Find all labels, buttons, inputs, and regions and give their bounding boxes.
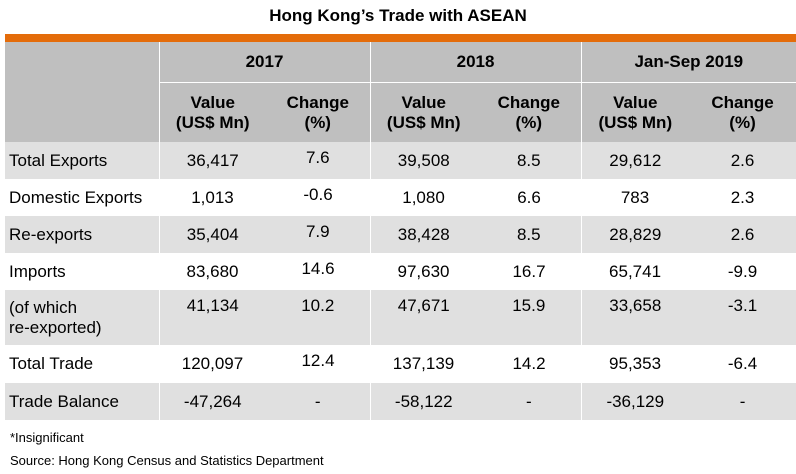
change-cell: 14.6 [301,259,335,278]
row-label: (of which re-exported) [5,290,159,345]
change-cell: - [689,383,796,420]
change-cell: - [266,383,371,420]
value-cell: -58,122 [369,383,478,420]
change-cell: 15.9 [477,290,582,345]
value-cell: 783 [620,187,650,207]
table-row: (of which re-exported) 41,134 10.2 47,671… [5,290,796,345]
change-cell: 7.6 [266,142,371,179]
table-row: Total Exports 36,417 7.6 39,508 8.5 29,6… [5,142,796,179]
corner-cell-lower [5,83,159,143]
value-cell: 1,080 [402,187,445,207]
change-cell: 10.2 [266,290,371,345]
table-row: Domestic Exports 1,013 -0.6 1,080 6.6 78… [5,179,796,216]
change-cell: -9.9 [727,261,758,281]
change-cell: -6.4 [727,354,758,373]
value-cell: 137,139 [392,354,455,373]
change-cell: 8.5 [477,142,582,179]
source-note: Source: Hong Kong Census and Statistics … [10,453,324,468]
value-cell: 28,829 [580,216,690,253]
value-header: Value (US$ Mn) [369,82,478,142]
table-title: Hong Kong’s Trade with ASEAN [269,6,527,25]
row-label: Total Exports [5,142,159,179]
change-header: Change (%) [266,82,371,142]
change-cell: 7.9 [266,216,371,253]
change-cell: 14.2 [512,354,546,373]
change-cell: - [477,383,582,420]
period-header-2017: 2017 [158,42,371,83]
change-cell: 12.4 [301,351,335,370]
value-cell: 35,404 [158,216,266,253]
row-label: Trade Balance [5,383,159,420]
value-cell: 120,097 [181,354,244,373]
trade-table: 2017 2018 Jan-Sep 2019 Value (US$ Mn) Cha… [5,42,796,420]
change-cell: -0.6 [303,185,333,204]
row-label: Imports [9,261,66,281]
period-header-2018: 2018 [369,42,582,83]
table-row: Trade Balance -47,264 - -58,122 - -36,12… [5,383,796,420]
value-cell: -36,129 [580,383,690,420]
value-cell: 38,428 [369,216,478,253]
value-cell: 97,630 [397,261,450,281]
change-header: Change (%) [477,82,582,142]
value-cell: 33,658 [580,290,690,345]
footnote: *Insignificant [10,430,84,445]
value-header: Value (US$ Mn) [158,82,266,142]
value-cell: -47,264 [158,383,266,420]
value-cell: 39,508 [369,142,478,179]
table-row: Total Trade 120,097 12.4 137,139 14.2 95… [5,345,796,383]
value-cell: 83,680 [186,261,239,281]
value-cell: 29,612 [580,142,690,179]
value-cell: 95,353 [609,354,662,373]
change-cell: 8.5 [477,216,582,253]
change-cell: -3.1 [689,290,796,345]
value-cell: 36,417 [158,142,266,179]
year-header-row: 2017 2018 Jan-Sep 2019 [5,42,796,83]
row-label: Re-exports [5,216,159,253]
corner-cell [5,42,159,83]
change-cell: 2.3 [730,187,755,207]
row-label: Total Trade [9,354,94,373]
value-cell: 1,013 [191,187,234,207]
row-label: Domestic Exports [9,187,143,207]
value-cell: 41,134 [158,290,266,345]
value-header: Value (US$ Mn) [580,82,690,142]
change-cell: 16.7 [512,261,546,281]
change-cell: 2.6 [689,142,796,179]
change-header: Change (%) [689,82,796,142]
change-cell: 2.6 [689,216,796,253]
value-cell: 65,741 [609,261,662,281]
subheader-row: Value (US$ Mn) Change (%) Value (US$ Mn) Ch… [5,82,796,143]
value-cell: 47,671 [369,290,478,345]
table-row: Re-exports 35,404 7.9 38,428 8.5 28,829 … [5,216,796,253]
accent-bar [5,34,796,42]
period-header-2019: Jan-Sep 2019 [580,42,796,83]
table-row: Imports 83,680 14.6 97,630 16.7 65,741 -… [5,253,796,290]
change-cell: 6.6 [517,187,541,207]
